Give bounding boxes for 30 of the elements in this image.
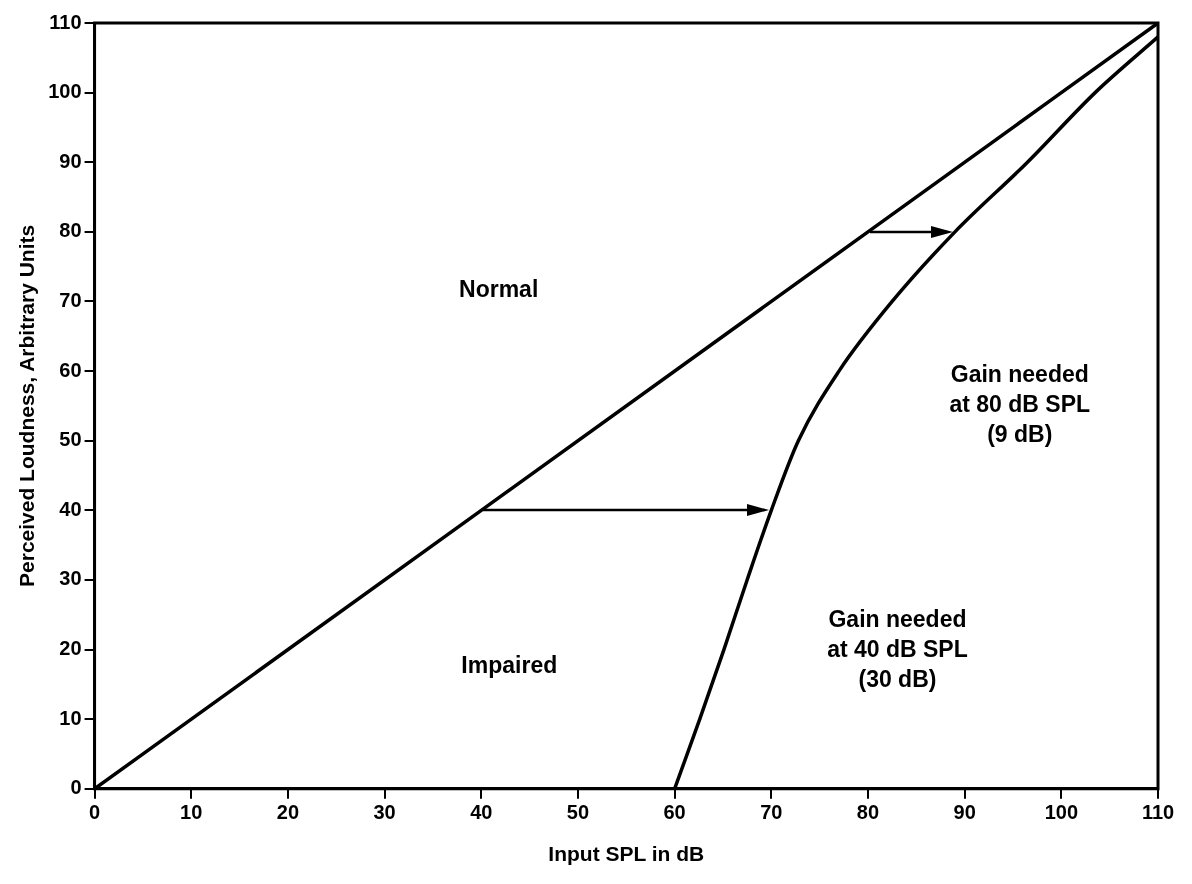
y-tick-label: 30 [59, 567, 82, 590]
x-tick-label: 20 [276, 801, 300, 824]
annotation: Gain needed at 40 dB SPL (30 dB) [827, 606, 968, 693]
y-tick-label: 70 [59, 288, 82, 311]
y-tick-label: 80 [59, 219, 82, 242]
x-tick-label: 70 [760, 801, 783, 824]
x-tick-label: 50 [566, 801, 590, 824]
y-tick-label: 0 [70, 776, 82, 799]
y-tick-label: 90 [59, 149, 82, 172]
annotation: Gain needed at 80 dB SPL (9 dB) [949, 361, 1091, 448]
y-tick-label: 50 [59, 428, 82, 451]
y-tick-label: 20 [59, 637, 82, 660]
y-tick-label: 110 [49, 10, 82, 33]
x-tick-label: 0 [89, 801, 101, 824]
x-tick-label: 80 [856, 801, 880, 824]
y-tick-label: 60 [59, 358, 82, 381]
y-axis-title: Perceived Loudness, Arbitrary Units [15, 224, 39, 587]
x-tick-label: 90 [953, 801, 976, 824]
x-tick-label: 100 [1044, 801, 1079, 824]
y-tick-label: 100 [48, 80, 82, 103]
x-tick-label: 60 [663, 801, 686, 824]
annotation: Normal [459, 276, 539, 303]
annotation: Impaired [461, 651, 558, 678]
x-tick-label: 40 [470, 801, 493, 824]
y-tick-label: 40 [59, 497, 82, 520]
x-axis-title: Input SPL in dB [548, 842, 705, 866]
y-tick-label: 10 [59, 706, 82, 729]
x-tick-label: 30 [373, 801, 396, 824]
x-tick-label: 110 [1141, 801, 1175, 824]
x-tick-label: 10 [180, 801, 203, 824]
